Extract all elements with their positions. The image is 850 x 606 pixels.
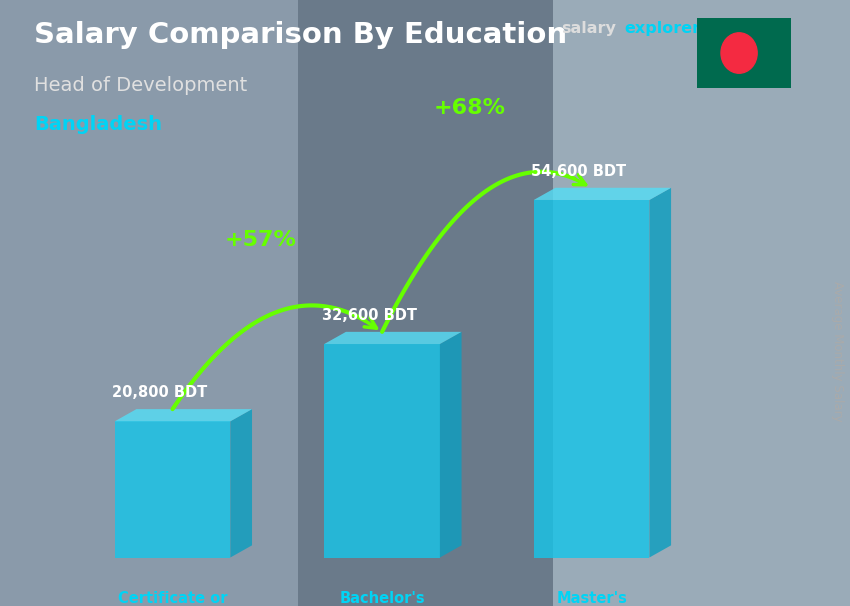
Polygon shape — [230, 409, 252, 558]
Polygon shape — [534, 188, 671, 200]
Text: Head of Development: Head of Development — [34, 76, 247, 95]
Text: Master's
Degree: Master's Degree — [556, 591, 627, 606]
Circle shape — [721, 33, 757, 73]
FancyBboxPatch shape — [115, 421, 230, 558]
Text: +57%: +57% — [224, 230, 297, 250]
FancyBboxPatch shape — [324, 344, 439, 558]
Text: Bachelor's
Degree: Bachelor's Degree — [339, 591, 425, 606]
FancyBboxPatch shape — [534, 200, 649, 558]
Polygon shape — [439, 332, 462, 558]
Text: 32,600 BDT: 32,600 BDT — [322, 308, 416, 323]
Text: Bangladesh: Bangladesh — [34, 115, 162, 134]
Polygon shape — [115, 409, 252, 421]
FancyBboxPatch shape — [0, 0, 298, 606]
Text: 20,800 BDT: 20,800 BDT — [112, 385, 207, 400]
Text: 54,600 BDT: 54,600 BDT — [531, 164, 626, 179]
Text: Certificate or
Diploma: Certificate or Diploma — [118, 591, 227, 606]
Text: .com: .com — [699, 21, 742, 36]
FancyBboxPatch shape — [552, 0, 850, 606]
Text: +68%: +68% — [434, 98, 506, 118]
Text: Average Monthly Salary: Average Monthly Salary — [830, 281, 844, 422]
Text: salary: salary — [561, 21, 616, 36]
Text: Salary Comparison By Education: Salary Comparison By Education — [34, 21, 567, 49]
Text: explorer: explorer — [625, 21, 701, 36]
Polygon shape — [324, 332, 462, 344]
FancyBboxPatch shape — [298, 0, 552, 606]
Polygon shape — [697, 18, 791, 88]
Polygon shape — [649, 188, 671, 558]
